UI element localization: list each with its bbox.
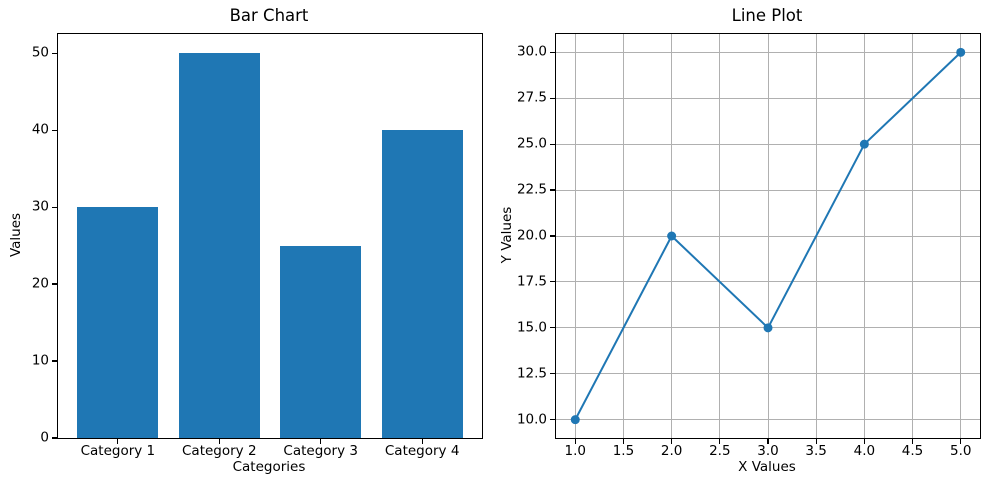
y-tick-mark xyxy=(52,437,57,439)
y-tick-label: 30 xyxy=(31,198,49,215)
x-tick-mark xyxy=(117,439,119,444)
grid-line-horizontal xyxy=(556,419,980,421)
y-tick-label: 30.0 xyxy=(516,43,547,60)
y-tick-label: 10.0 xyxy=(516,410,547,427)
data-point-marker xyxy=(763,323,773,333)
x-tick-mark xyxy=(218,439,220,444)
y-tick-label: 25.0 xyxy=(516,135,547,152)
line-path xyxy=(574,51,962,421)
bar-chart-title: Bar Chart xyxy=(229,6,309,25)
x-tick-label: 2.5 xyxy=(709,443,731,459)
x-tick-label: 5.0 xyxy=(949,443,972,459)
bar-category-4 xyxy=(381,130,463,438)
data-point-marker xyxy=(570,415,580,425)
y-tick-label: 50 xyxy=(31,44,49,61)
x-tick-label: 1.0 xyxy=(564,443,587,459)
y-tick-mark xyxy=(550,189,555,191)
x-tick-mark xyxy=(815,439,817,444)
x-tick-label: Category 2 xyxy=(182,443,257,459)
y-tick-mark xyxy=(550,143,555,145)
x-tick-label: 4.5 xyxy=(901,443,924,459)
y-tick-mark xyxy=(52,129,57,131)
line-series-svg xyxy=(570,47,966,425)
y-tick-label: 10 xyxy=(31,352,49,369)
bar-chart-plot-area xyxy=(57,33,483,439)
y-tick-mark xyxy=(550,373,555,375)
x-tick-mark xyxy=(767,439,769,444)
y-tick-mark xyxy=(52,360,57,362)
x-tick-mark xyxy=(960,439,962,444)
x-tick-label: 2.0 xyxy=(660,443,683,459)
y-tick-mark xyxy=(52,206,57,208)
y-tick-mark xyxy=(52,283,57,285)
line-plot-x-axis-label: X Values xyxy=(738,459,796,475)
x-tick-label: Category 1 xyxy=(80,443,156,459)
y-tick-mark xyxy=(550,235,555,237)
x-tick-label: 1.5 xyxy=(612,443,635,459)
data-point-marker xyxy=(667,231,677,241)
y-tick-label: 0 xyxy=(40,429,49,446)
y-tick-mark xyxy=(550,419,555,421)
grid-line-horizontal xyxy=(556,189,980,191)
grid-line-horizontal xyxy=(556,281,980,283)
x-tick-label: 4.0 xyxy=(853,443,876,459)
y-tick-label: 20 xyxy=(31,275,49,292)
grid-line-horizontal xyxy=(556,235,980,237)
y-tick-label: 15.0 xyxy=(516,319,547,336)
x-tick-label: 3.5 xyxy=(805,443,827,459)
data-point-marker xyxy=(956,47,966,57)
x-tick-mark xyxy=(671,439,673,444)
y-tick-label: 17.5 xyxy=(516,273,547,290)
x-tick-mark xyxy=(719,439,721,444)
bar-category-3 xyxy=(280,245,362,438)
grid-line-horizontal xyxy=(556,97,980,99)
x-tick-label: Category 4 xyxy=(384,443,460,459)
x-tick-mark xyxy=(320,439,322,444)
bar-category-2 xyxy=(178,53,260,438)
bar-chart-x-axis-label: Categories xyxy=(232,459,306,475)
y-tick-label: 12.5 xyxy=(516,364,547,381)
x-tick-label: Category 3 xyxy=(283,443,358,459)
y-tick-mark xyxy=(550,327,555,329)
x-tick-mark xyxy=(574,439,576,444)
x-tick-label: 3.0 xyxy=(757,443,779,459)
y-tick-mark xyxy=(52,52,57,54)
y-tick-label: 20.0 xyxy=(516,227,547,244)
grid-line-horizontal xyxy=(556,143,980,145)
x-tick-mark xyxy=(863,439,865,444)
line-plot-plot-area xyxy=(555,33,981,439)
y-tick-mark xyxy=(550,281,555,283)
x-tick-mark xyxy=(622,439,625,444)
y-tick-mark xyxy=(550,51,555,53)
line-plot-title: Line Plot xyxy=(731,6,803,25)
y-tick-label: 27.5 xyxy=(516,89,547,106)
grid-line-horizontal xyxy=(556,373,980,375)
x-tick-mark xyxy=(911,439,914,444)
grid-line-horizontal xyxy=(556,51,980,53)
bar-category-1 xyxy=(77,207,159,438)
y-tick-label: 40 xyxy=(31,121,49,138)
y-tick-mark xyxy=(550,97,555,99)
data-point-marker xyxy=(859,139,869,149)
x-tick-mark xyxy=(421,439,423,444)
y-tick-label: 22.5 xyxy=(516,181,547,198)
